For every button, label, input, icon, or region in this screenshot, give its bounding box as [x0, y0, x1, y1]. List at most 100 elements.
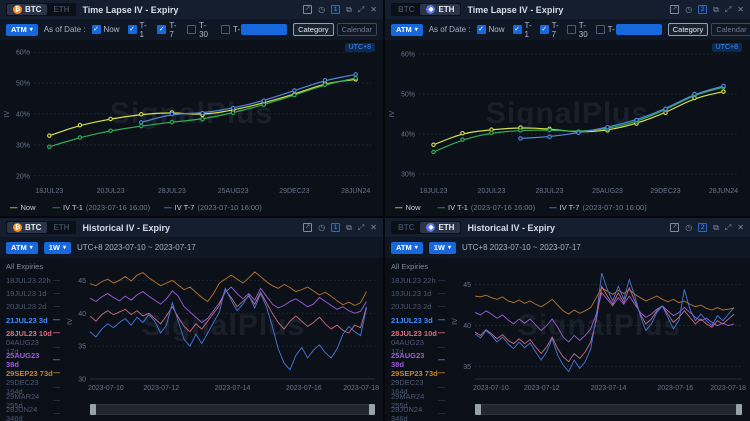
duplicate-icon[interactable]: ⧉: [713, 5, 719, 14]
legend-item[interactable]: — Now: [10, 203, 39, 212]
legend-item[interactable]: — IV T-1 (2023-07-16 16:00): [438, 203, 536, 212]
expiry-row[interactable]: 29DEC23 164d —: [6, 378, 60, 396]
expiry-row[interactable]: 21JUL23 3d —: [6, 314, 60, 327]
share-icon[interactable]: ↗: [670, 223, 680, 232]
expiry-row[interactable]: 29MAR24 255d —: [391, 392, 445, 410]
date-checkbox[interactable]: T-: [595, 25, 615, 34]
history-icon[interactable]: ◷: [685, 223, 693, 232]
expiry-row[interactable]: 29SEP23 73d —: [6, 367, 60, 380]
expiry-row[interactable]: 28JUL23 10d —: [6, 327, 60, 340]
date-checkbox[interactable]: ✓ T-7: [539, 21, 559, 39]
window-count-badge[interactable]: 1: [331, 223, 341, 232]
share-icon[interactable]: ↗: [670, 5, 680, 14]
atm-dropdown[interactable]: ATM ▾: [391, 23, 423, 36]
expiry-row[interactable]: 20JUL23 2d —: [6, 300, 60, 313]
close-icon[interactable]: ✕: [370, 5, 377, 14]
date-input[interactable]: [615, 24, 662, 35]
legend-item[interactable]: — IV T-1 (2023-07-16 16:00): [53, 203, 151, 212]
expiry-row[interactable]: 25AUG23 38d —: [391, 351, 445, 369]
expiry-row[interactable]: 29DEC23 164d —: [391, 378, 445, 396]
tab-eth[interactable]: ◆ ETH: [420, 4, 461, 15]
legend-item[interactable]: — IV T-7 (2023-07-10 16:00): [164, 203, 262, 212]
atm-dropdown[interactable]: ATM ▾: [6, 23, 38, 36]
category-button[interactable]: Category: [293, 23, 334, 36]
window-count-badge[interactable]: 2: [698, 5, 708, 14]
legend-item[interactable]: — Now: [395, 203, 424, 212]
date-checkbox[interactable]: T-30: [187, 21, 213, 39]
fullscreen-icon[interactable]: ⤢: [357, 5, 365, 14]
date-checkbox[interactable]: T-: [221, 25, 240, 34]
calendar-button[interactable]: Calendar: [336, 23, 377, 36]
history-icon[interactable]: ◷: [685, 5, 693, 14]
duplicate-icon[interactable]: ⧉: [346, 5, 352, 14]
expiry-row[interactable]: 19JUL23 1d —: [391, 287, 445, 300]
checkbox[interactable]: [595, 25, 605, 34]
expiry-row[interactable]: 20JUL23 2d —: [391, 300, 445, 313]
history-icon[interactable]: ◷: [318, 5, 326, 14]
window-count-badge[interactable]: 2: [698, 223, 708, 232]
tab-btc[interactable]: BTC: [392, 4, 420, 15]
expiry-row[interactable]: 18JUL23 22h —: [6, 273, 60, 286]
calendar-button[interactable]: Calendar: [711, 23, 750, 36]
slider-handle-left[interactable]: [475, 404, 481, 415]
expiry-row[interactable]: 04AUG23 17d —: [6, 338, 60, 356]
window-count-badge[interactable]: 1: [331, 5, 341, 14]
date-checkbox[interactable]: T-30: [566, 21, 588, 39]
tab-btc[interactable]: ₿ BTC: [7, 4, 48, 15]
date-checkbox[interactable]: ✓ T-7: [157, 21, 179, 39]
checkbox[interactable]: ✓: [512, 25, 522, 34]
expiry-row[interactable]: 29MAR24 255d —: [6, 392, 60, 410]
duplicate-icon[interactable]: ⧉: [346, 223, 352, 232]
checkbox[interactable]: [566, 25, 576, 34]
legend-item[interactable]: — IV T-7 (2023-07-10 16:00): [549, 203, 647, 212]
timelapse-chart[interactable]: 60% 50% 40% 30% 20% IV 18JUL23 20JUL23 28JUL23 25…: [0, 40, 383, 198]
slider-handle-right[interactable]: [736, 404, 742, 415]
tab-btc[interactable]: ₿ BTC: [7, 222, 48, 233]
checkbox[interactable]: ✓: [539, 25, 549, 34]
expiry-row[interactable]: 28JUN24 346d —: [391, 405, 445, 421]
expiry-row[interactable]: 19JUL23 1d —: [6, 287, 60, 300]
historical-chart[interactable]: 45 40 35 30 IV 2023-07-10 2023-07-12 2023-07-14…: [64, 258, 383, 397]
checkbox[interactable]: ✓: [476, 25, 486, 34]
fullscreen-icon[interactable]: ⤢: [357, 223, 365, 232]
checkbox[interactable]: ✓: [91, 25, 101, 34]
historical-chart[interactable]: 45 40 35 IV 2023-07-10 2023-07-12 2023-07-14 20…: [449, 258, 750, 397]
close-icon[interactable]: ✕: [370, 223, 377, 232]
expiry-row[interactable]: 21JUL23 3d —: [391, 314, 445, 327]
category-button[interactable]: Category: [667, 23, 709, 36]
period-dropdown[interactable]: 1W ▾: [428, 241, 456, 254]
range-slider[interactable]: [90, 404, 375, 415]
expiry-row[interactable]: 18JUL23 22h —: [391, 273, 445, 286]
date-checkbox[interactable]: ✓ T-1: [127, 21, 150, 39]
date-checkbox[interactable]: ✓ T-1: [512, 21, 532, 39]
slider-handle-right[interactable]: [369, 404, 375, 415]
period-dropdown[interactable]: 1W ▾: [43, 241, 71, 254]
fullscreen-icon[interactable]: ⤢: [724, 223, 732, 232]
slider-handle-left[interactable]: [90, 404, 96, 415]
atm-dropdown[interactable]: ATM ▾: [391, 241, 423, 254]
date-checkbox[interactable]: ✓ Now: [476, 25, 505, 34]
atm-dropdown[interactable]: ATM ▾: [6, 241, 38, 254]
close-icon[interactable]: ✕: [737, 5, 744, 14]
expiry-row[interactable]: 28JUL23 10d —: [391, 327, 445, 340]
tab-eth[interactable]: ETH: [47, 222, 75, 233]
expiry-row[interactable]: 25AUG23 38d —: [6, 351, 60, 369]
checkbox[interactable]: [221, 25, 230, 34]
expiry-row[interactable]: 29SEP23 73d —: [391, 367, 445, 380]
checkbox[interactable]: ✓: [157, 25, 167, 34]
expiry-row[interactable]: 28JUN24 346d —: [6, 405, 60, 421]
tab-eth[interactable]: ETH: [47, 4, 75, 15]
checkbox[interactable]: [187, 25, 197, 34]
range-slider[interactable]: [475, 404, 742, 415]
close-icon[interactable]: ✕: [737, 223, 744, 232]
duplicate-icon[interactable]: ⧉: [713, 223, 719, 232]
share-icon[interactable]: ↗: [303, 223, 313, 232]
checkbox[interactable]: ✓: [127, 25, 137, 34]
history-icon[interactable]: ◷: [318, 223, 326, 232]
tab-eth[interactable]: ◆ ETH: [420, 222, 461, 233]
date-input[interactable]: [241, 24, 288, 35]
expiry-row[interactable]: 04AUG23 17d —: [391, 338, 445, 356]
share-icon[interactable]: ↗: [303, 5, 313, 14]
fullscreen-icon[interactable]: ⤢: [724, 5, 732, 14]
date-checkbox[interactable]: ✓ Now: [91, 25, 120, 34]
